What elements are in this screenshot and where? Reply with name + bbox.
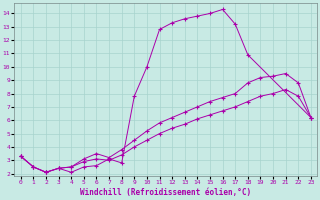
X-axis label: Windchill (Refroidissement éolien,°C): Windchill (Refroidissement éolien,°C) [80, 188, 252, 197]
